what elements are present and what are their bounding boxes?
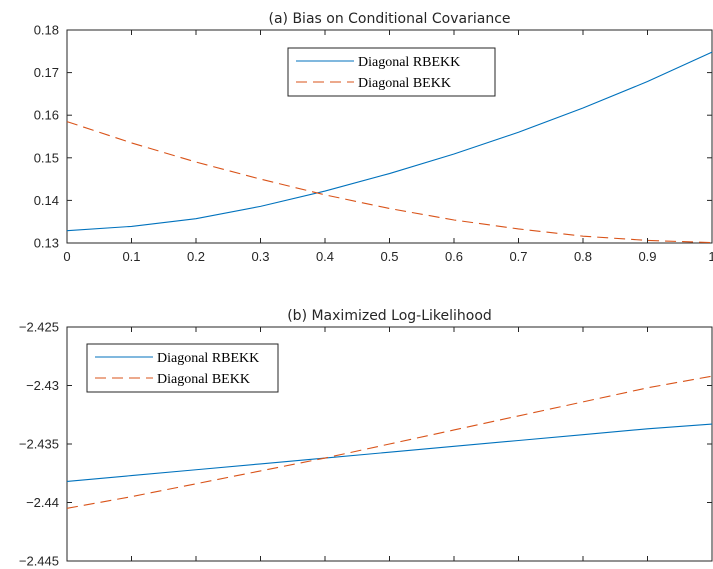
x-tick-label: 0.4 [316, 567, 334, 569]
legend-label-rbekk: Diagonal RBEKK [157, 351, 259, 366]
x-tick-label: 0.7 [509, 567, 527, 569]
legend-box [287, 47, 496, 97]
y-tick-label: 0.14 [34, 193, 59, 208]
chart-panel-b: (b) Maximized Log-Likelihood 00.10.20.30… [19, 308, 713, 569]
y-tick-label: −2.445 [19, 554, 59, 569]
legend: Diagonal RBEKK Diagonal BEKK [86, 343, 279, 393]
x-tick-label: 0.6 [445, 249, 463, 264]
x-tick-label: 0.2 [187, 567, 205, 569]
x-tick-label: 0 [63, 249, 70, 264]
x-tick-label: 0 [63, 567, 70, 569]
x-tick-label: 0.2 [187, 249, 205, 264]
chart-title: (b) Maximized Log-Likelihood [287, 308, 492, 324]
x-tick-label: 0.5 [380, 249, 398, 264]
y-tick-label: 0.18 [34, 23, 59, 38]
series-line-bekk [66, 375, 713, 509]
legend-label-bekk: Diagonal BEKK [358, 76, 451, 91]
series-line-rbekk [66, 423, 713, 482]
x-tick-label: 0.8 [574, 567, 592, 569]
y-tick-label: −2.44 [26, 495, 59, 510]
y-tick-label: 0.15 [34, 150, 59, 165]
legend-box [86, 343, 279, 393]
series-line-rbekk [66, 51, 713, 232]
x-tick-label: 0.3 [251, 567, 269, 569]
y-tick-label: −2.43 [26, 378, 59, 393]
y-tick-label: 0.17 [34, 65, 59, 80]
x-tick-label: 0.1 [122, 249, 140, 264]
series-lines [66, 375, 713, 509]
y-tick-label: 0.13 [34, 236, 59, 251]
series-line-bekk [66, 121, 713, 244]
chart-title: (a) Bias on Conditional Covariance [269, 11, 511, 27]
x-tick-label: 0.7 [509, 249, 527, 264]
legend: Diagonal RBEKK Diagonal BEKK [287, 47, 496, 97]
y-tick-label: −2.425 [19, 320, 59, 335]
axis-ticks: 0 0.1 0.2 0.3 0.4 0.5 0.6 0.7 0.8 0.9 1 −2.445 −2.44… [19, 320, 713, 569]
x-tick-label: 0.9 [638, 567, 656, 569]
x-tick-label: 0.6 [445, 567, 463, 569]
x-tick-label: 0.3 [251, 249, 269, 264]
chart-panel-a: (a) Bias on Conditional Covariance 0 0.1 0… [34, 11, 713, 264]
x-tick-label: 1 [708, 567, 713, 569]
x-tick-label: 0.1 [122, 567, 140, 569]
legend-label-bekk: Diagonal BEKK [157, 372, 250, 387]
x-tick-label: 0.9 [638, 249, 656, 264]
axis-ticks: 0 0.1 0.2 0.3 0.4 0.5 0.6 0.7 0.8 0.9 1 0.13 0.14 0.1… [34, 23, 713, 265]
y-tick-label: −2.435 [19, 437, 59, 452]
y-tick-label: 0.16 [34, 108, 59, 123]
x-tick-label: 0.4 [316, 249, 334, 264]
x-tick-label: 0.5 [380, 567, 398, 569]
series-lines [66, 51, 713, 244]
legend-label-rbekk: Diagonal RBEKK [358, 55, 460, 70]
x-tick-label: 1 [708, 249, 713, 264]
x-tick-label: 0.8 [574, 249, 592, 264]
